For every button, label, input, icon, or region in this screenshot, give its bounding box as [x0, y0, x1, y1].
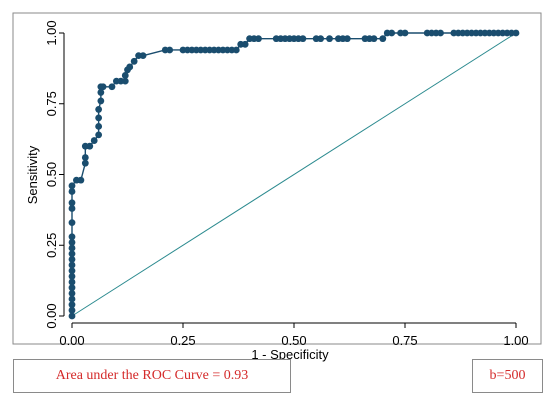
roc-point [68, 244, 76, 252]
x-tick-label: 0.50 [281, 333, 306, 348]
roc-point [68, 278, 76, 286]
roc-point [139, 52, 147, 60]
roc-point [68, 289, 76, 297]
roc-point [379, 35, 387, 43]
roc-point [108, 83, 116, 91]
roc-point [68, 239, 76, 246]
roc-point [68, 261, 76, 269]
roc-point [68, 272, 76, 280]
roc-point [401, 29, 409, 37]
y-tick-label: 0.25 [44, 233, 59, 258]
bootstrap-annotation-box: b=500 [472, 359, 543, 393]
x-tick-label: 1.00 [503, 333, 528, 348]
roc-point [370, 35, 378, 43]
roc-point [68, 205, 76, 212]
auc-annotation-text: Area under the ROC Curve = 0.93 [55, 368, 249, 383]
roc-point [97, 97, 105, 105]
x-tick-label: 0.00 [59, 333, 84, 348]
roc-point [317, 35, 325, 43]
roc-point [97, 89, 105, 96]
roc-point [388, 29, 396, 37]
roc-point [130, 57, 138, 65]
y-tick-label: 0.75 [44, 91, 59, 116]
roc-point [81, 159, 89, 167]
roc-point [95, 131, 103, 139]
roc-point [68, 233, 76, 241]
bootstrap-annotation-text: b=500 [489, 368, 526, 383]
roc-point [68, 301, 76, 309]
roc-point [68, 312, 76, 320]
roc-point [99, 83, 107, 91]
roc-point [68, 182, 76, 190]
roc-point [512, 29, 520, 37]
y-tick-label: 0.00 [44, 303, 59, 328]
roc-point [68, 250, 76, 258]
plot-area [12, 12, 542, 345]
roc-point [326, 35, 333, 43]
y-axis-title: Sensitivity [25, 145, 40, 204]
reference-line-layer [71, 32, 517, 317]
roc-point [255, 35, 262, 43]
roc-point [81, 154, 89, 161]
roc-point [68, 306, 76, 314]
x-tick-label: 0.75 [392, 333, 417, 348]
y-tick-label: 0.50 [44, 162, 59, 187]
roc-point [95, 106, 103, 113]
roc-curve-layer [68, 29, 520, 320]
roc-point [166, 46, 174, 54]
roc-point [343, 35, 351, 43]
roc-point [95, 122, 103, 130]
roc-point [68, 219, 76, 227]
roc-point [121, 77, 129, 85]
tick-layer: 0.00 0.25 0.50 0.75 1.00 0.00 0.25 0.50 0.75 1.00 [44, 20, 529, 348]
roc-point [126, 63, 134, 71]
roc-point [299, 35, 307, 43]
y-tick-label: 1.00 [44, 20, 59, 45]
roc-point [95, 114, 103, 122]
auc-annotation-box: Area under the ROC Curve = 0.93 [13, 359, 291, 393]
roc-point [68, 199, 76, 207]
roc-point [86, 142, 94, 150]
roc-point [241, 40, 249, 48]
roc-point [68, 267, 76, 275]
roc-point [68, 284, 76, 292]
reference-diagonal-line [71, 32, 517, 317]
roc-point [68, 256, 76, 263]
roc-point [232, 46, 240, 54]
roc-point [437, 29, 444, 37]
roc-point [121, 72, 129, 79]
x-tick-label: 0.25 [170, 333, 195, 348]
roc-point [68, 295, 76, 303]
roc-point [77, 176, 85, 184]
roc-point [68, 188, 76, 195]
x-axis-title: 1 - Specificity [251, 347, 329, 362]
roc-point [90, 137, 98, 144]
